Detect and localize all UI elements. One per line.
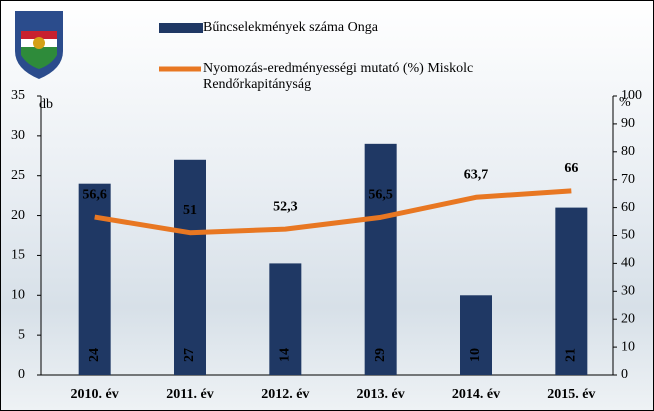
x-tick-label: 2012. év [261, 387, 309, 402]
bar [174, 159, 206, 375]
legend-swatch-bar [159, 23, 203, 33]
line [94, 188, 572, 236]
y-tick-label: 10 [11, 288, 25, 303]
y-tick-label: 35 [11, 88, 25, 103]
x-tick-label: 2014. év [452, 387, 500, 402]
bar-value-label: 21 [564, 348, 579, 362]
logo [15, 11, 63, 79]
line-value-label: 66 [564, 161, 578, 176]
y2-tick-label: 30 [621, 284, 635, 299]
y-tick-label: 30 [11, 128, 25, 143]
bar-value-label: 27 [182, 348, 197, 362]
y2-tick-label: 50 [621, 228, 635, 243]
y2-tick-label: 10 [621, 339, 635, 354]
line-value-label: 63,7 [464, 167, 489, 182]
line-value-label: 51 [183, 203, 197, 218]
bar-value-label: 29 [373, 348, 388, 362]
bar-value-label: 14 [278, 348, 293, 362]
y-tick-label: 0 [18, 367, 25, 382]
y-tick-label: 15 [11, 248, 25, 263]
y2-tick-label: 60 [621, 200, 635, 215]
bar [78, 183, 111, 375]
y-tick-label: 20 [11, 208, 25, 223]
bar [364, 143, 397, 375]
legend-entry: Nyomozás-eredményességi mutató (%) Misko… [203, 61, 474, 92]
line-value-label: 56,5 [368, 188, 393, 203]
y-tick-label: 25 [11, 168, 25, 183]
bar [269, 263, 302, 375]
x-tick-label: 2011. év [166, 387, 213, 402]
x-tick-label: 2015. év [547, 387, 595, 402]
bar [460, 295, 492, 375]
bar [555, 207, 588, 375]
y2-tick-label: 70 [621, 172, 635, 187]
y2-tick-label: 90 [621, 116, 635, 131]
y-tick-label: 5 [18, 327, 25, 342]
legend-entry: Bűncselekmények száma Onga [203, 20, 378, 35]
y2-axis-label: % [619, 95, 631, 110]
x-tick-label: 2013. év [357, 387, 405, 402]
y2-tick-label: 20 [621, 311, 635, 326]
bar-value-label: 10 [468, 348, 483, 362]
x-tick-label: 2010. év [71, 387, 119, 402]
line-value-label: 56,6 [82, 187, 107, 202]
y2-tick-label: 0 [621, 367, 628, 382]
bar-value-label: 24 [87, 348, 102, 362]
y2-tick-label: 80 [621, 144, 635, 159]
line-value-label: 52,3 [273, 199, 298, 214]
y2-tick-label: 100 [621, 88, 642, 103]
y2-tick-label: 40 [621, 256, 635, 271]
y-axis-label: db [39, 97, 53, 112]
